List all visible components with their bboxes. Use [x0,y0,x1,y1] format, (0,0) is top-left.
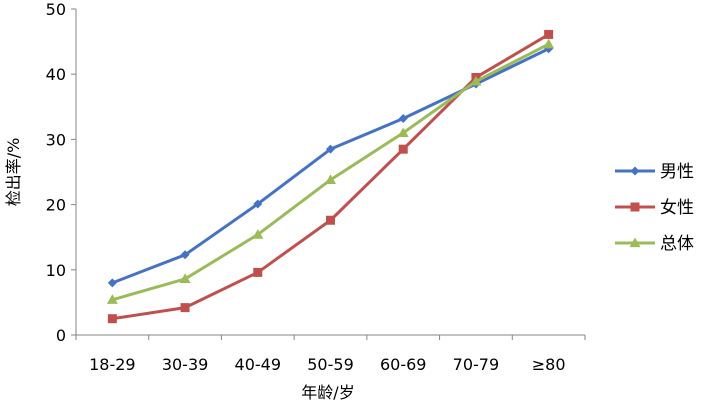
x-tick-label: 18-29 [89,355,136,374]
data-point [252,229,264,239]
y-tick-label: 30 [46,130,66,149]
data-point [325,174,336,184]
legend-item: 女性 [615,198,694,218]
data-point [544,29,554,39]
data-point [253,199,263,209]
y-tick-label: 0 [56,326,66,345]
series-1 [107,44,554,288]
data-point [107,278,117,288]
data-point [179,273,191,284]
series-line [110,42,551,302]
legend-swatch-marker [630,166,640,176]
data-point [326,215,335,225]
legend-label: 总体 [660,234,694,254]
data-point [543,38,555,49]
series-3 [106,38,555,304]
x-axis-title: 年龄/岁 [301,383,354,402]
legend-item: 男性 [615,162,694,182]
x-tick-label: ≥80 [532,355,566,374]
data-point [107,314,117,324]
data-point [180,303,190,313]
legend-swatch-marker [630,202,640,212]
y-tick-label: 10 [46,261,66,280]
data-point [398,114,408,124]
series-layer [106,29,555,324]
legend-swatch-marker [629,237,641,248]
data-point [106,294,118,304]
x-tick-label: 70-79 [453,355,500,374]
x-tick-label: 60-69 [380,355,427,374]
x-tick-label: 40-49 [235,355,282,374]
data-point [253,267,263,277]
data-point [398,144,408,154]
x-tick-label: 30-39 [162,355,209,374]
axes: 0 10 20 30 40 50 18-29 30-39 40-49 50-59 60-69 70-7… [46,0,586,374]
y-tick-label: 40 [46,65,66,84]
x-tick-label: 50-59 [307,355,354,374]
data-point [470,75,482,86]
data-point [326,144,335,154]
y-tick-label: 50 [46,0,66,19]
legend-label: 男性 [660,162,694,182]
data-point [180,250,190,260]
y-axis-title: 检出率/% [4,138,23,207]
legend-label: 女性 [660,198,694,218]
data-point [397,127,409,138]
series-line [110,47,551,285]
legend-item: 总体 [615,234,694,254]
y-tick-label: 20 [46,196,66,215]
